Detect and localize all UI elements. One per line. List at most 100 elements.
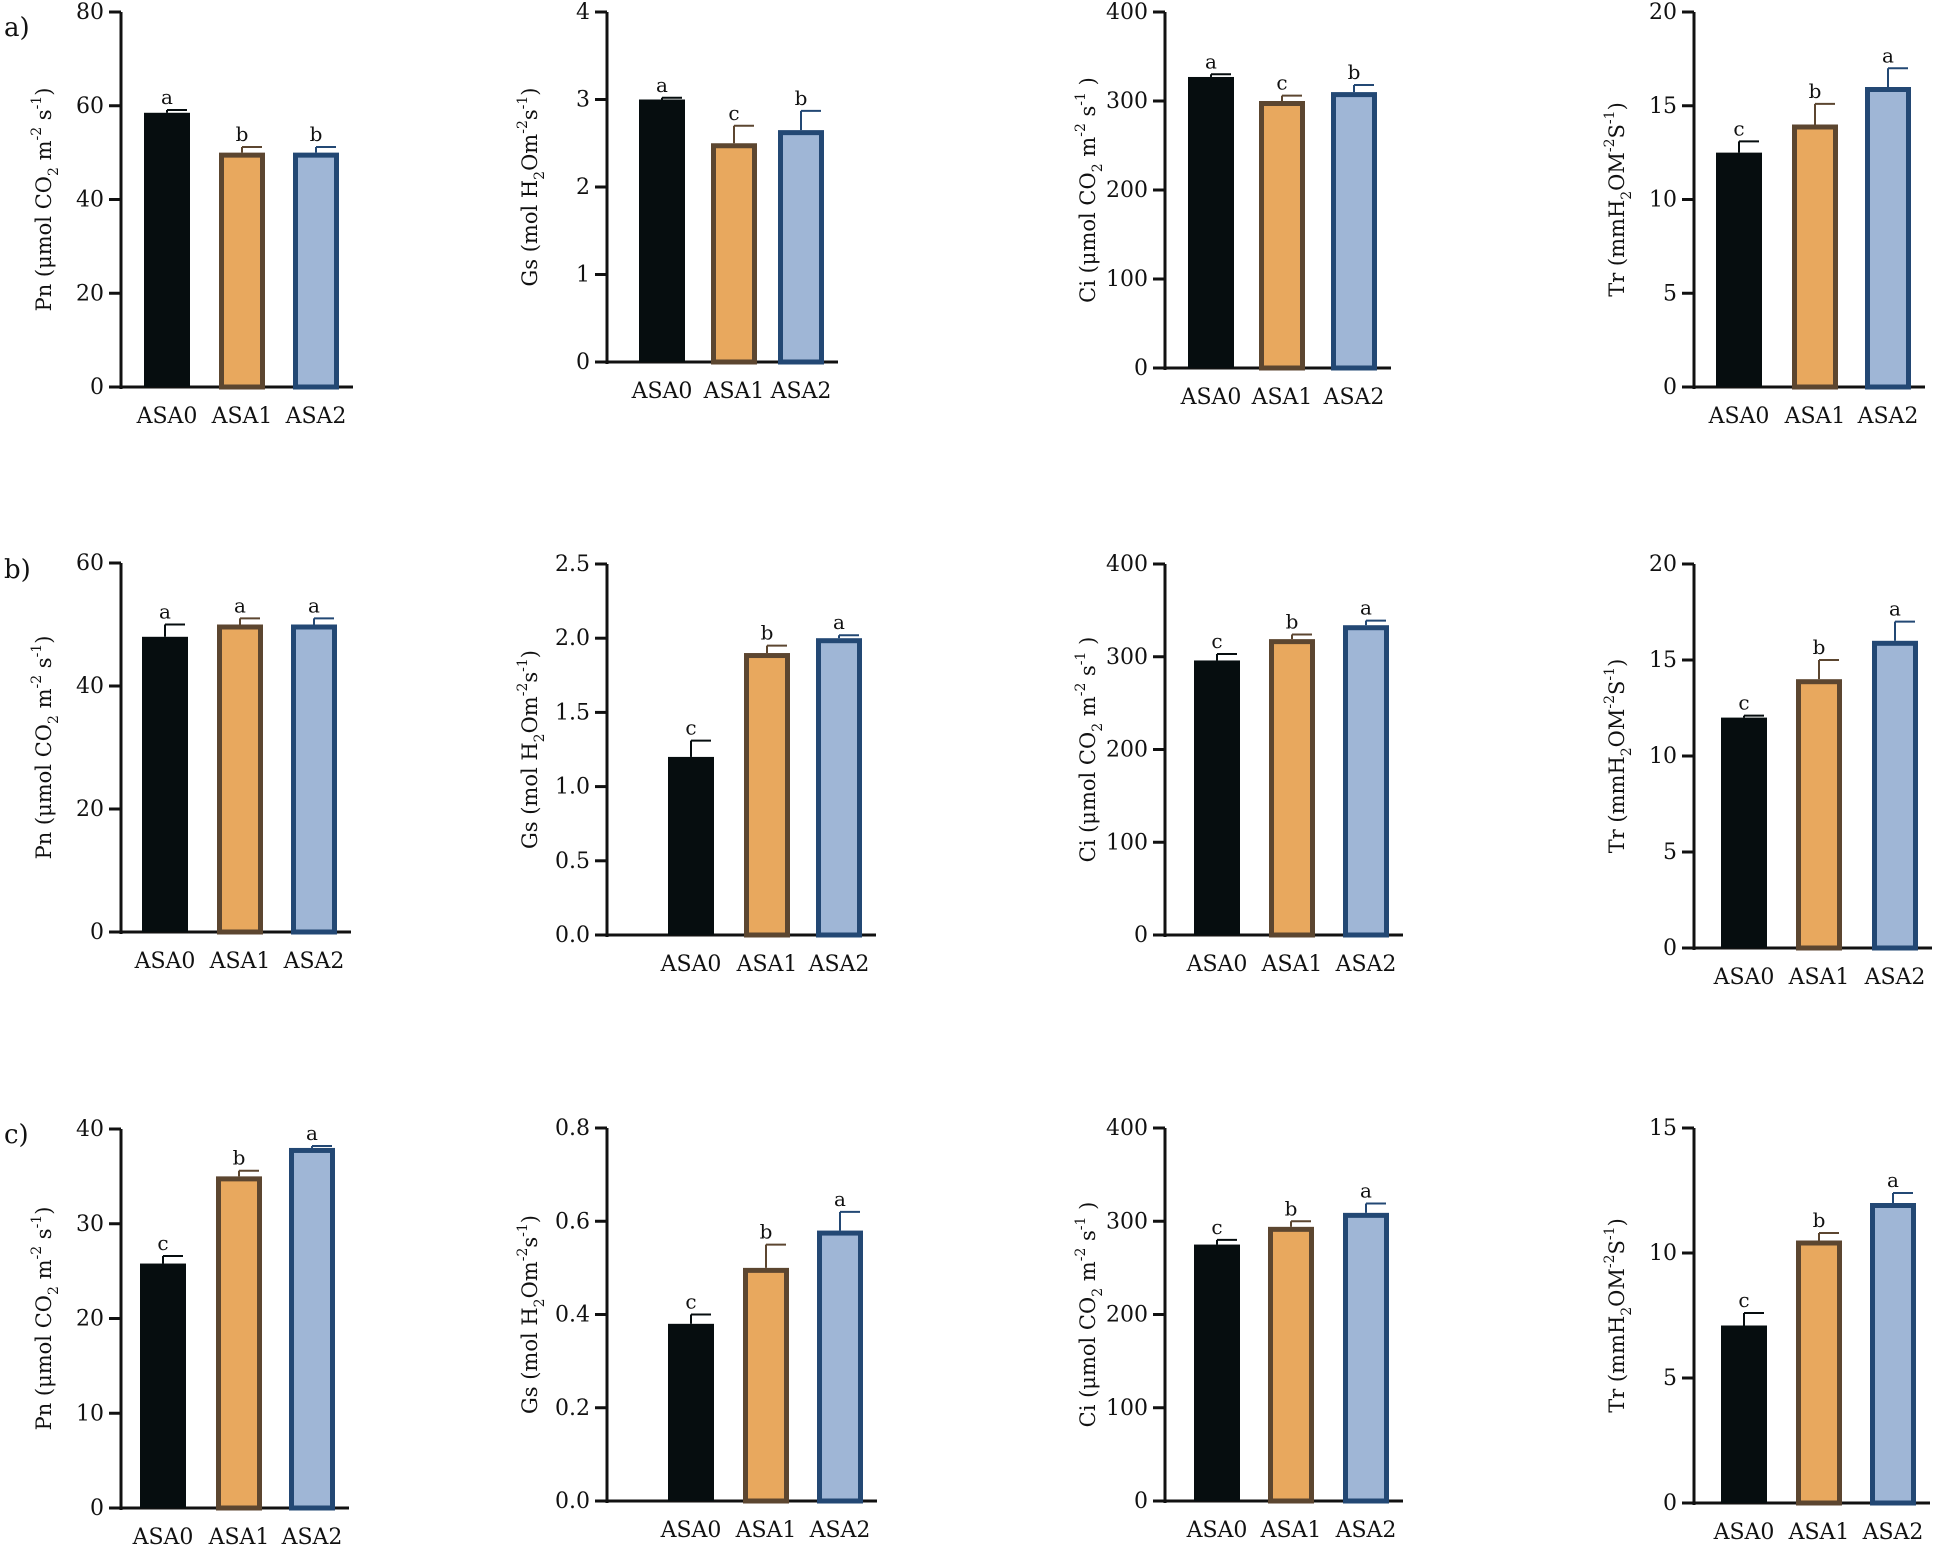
y-axis-title-mid2: S bbox=[1605, 681, 1629, 695]
y-axis-title-mid1: Om bbox=[518, 134, 542, 171]
significance-letter: a bbox=[1360, 596, 1372, 620]
y-tick-label: 3 bbox=[576, 88, 590, 113]
bar-ASA2 bbox=[293, 152, 339, 390]
y-axis-title: Pn (μmol CO2 m-2 s-1) bbox=[29, 1207, 62, 1431]
chart-c-pn: 0 10 20 30 40 c ASA0 b ASA1 a ASA2 Pn (μmol CO2 m-2… bbox=[29, 1117, 349, 1550]
y-tick-label: 5 bbox=[1663, 840, 1677, 865]
bar-ASA1 bbox=[219, 152, 265, 390]
significance-letter: b bbox=[1813, 635, 1826, 659]
y-axis-title-sup1: -2 bbox=[1073, 123, 1089, 137]
y-axis-title-mid1: Om bbox=[518, 696, 542, 733]
significance-letter: b bbox=[1348, 60, 1361, 84]
y-axis-title-mid1: m bbox=[1076, 137, 1100, 164]
category-label: ASA0 bbox=[660, 1518, 722, 1543]
y-tick-label: 60 bbox=[76, 551, 104, 576]
y-axis-title-sup2: -1 bbox=[1602, 1226, 1618, 1240]
y-axis-title-sup1: -2 bbox=[515, 683, 531, 697]
y-tick-label: 0.6 bbox=[555, 1209, 590, 1234]
y-axis-title: Ci (μmol CO2 m-2 s-1 ) bbox=[1073, 1202, 1106, 1428]
y-tick-label: 2 bbox=[576, 175, 590, 200]
bar-ASA0 bbox=[1721, 1325, 1767, 1503]
y-axis-title-sub: 2 bbox=[532, 171, 548, 180]
category-label: ASA0 bbox=[132, 1525, 194, 1550]
row-label-a: a) bbox=[4, 13, 30, 43]
y-axis-title-sup1: -2 bbox=[1073, 683, 1089, 697]
significance-letter: b bbox=[761, 621, 774, 645]
y-tick-label: 30 bbox=[76, 1212, 104, 1237]
y-axis-title-sup1: -2 bbox=[1602, 1254, 1618, 1268]
y-tick-label: 0 bbox=[1663, 936, 1677, 961]
significance-letter: c bbox=[1738, 1288, 1749, 1312]
y-tick-label: 20 bbox=[76, 797, 104, 822]
bar-ASA0 bbox=[1721, 717, 1767, 948]
y-tick-label: 10 bbox=[1649, 188, 1677, 213]
y-tick-label: 0 bbox=[1663, 1491, 1677, 1516]
y-tick-label: 0 bbox=[90, 375, 104, 400]
y-tick-label: 0.2 bbox=[555, 1396, 590, 1421]
y-tick-label: 300 bbox=[1106, 1209, 1148, 1234]
y-axis-title-post: ) bbox=[518, 87, 542, 95]
y-tick-label: 0 bbox=[1134, 356, 1148, 381]
y-axis-title-sub: 2 bbox=[1090, 163, 1106, 172]
y-axis-title-sub: 2 bbox=[532, 1298, 548, 1307]
bar-ASA1 bbox=[1792, 124, 1838, 390]
y-axis-title: Tr (mmH2OM-2S-1) bbox=[1602, 102, 1635, 297]
y-axis-title-pre: Tr (mmH bbox=[1605, 756, 1629, 853]
category-label: ASA0 bbox=[1708, 404, 1770, 429]
bar-ASA2 bbox=[778, 130, 824, 365]
y-tick-label: 100 bbox=[1106, 830, 1148, 855]
chart-a-pn: 0 20 40 60 80 a ASA0 b ASA1 b ASA2 Pn (μmol CO2 m-2… bbox=[29, 0, 353, 429]
category-label: ASA1 bbox=[736, 952, 798, 977]
bar-ASA2 bbox=[1872, 640, 1918, 951]
significance-letter: a bbox=[161, 85, 173, 109]
bar-ASA0 bbox=[668, 756, 714, 935]
bar-ASA1 bbox=[743, 1267, 789, 1504]
category-label: ASA2 bbox=[283, 949, 345, 974]
y-axis-title-mid2: s bbox=[518, 109, 542, 120]
y-tick-label: 2.0 bbox=[555, 626, 590, 651]
y-tick-label: 5 bbox=[1663, 281, 1677, 306]
bar-ASA0 bbox=[142, 636, 188, 932]
y-axis-title-sup1: -2 bbox=[515, 120, 531, 134]
significance-letter: c bbox=[1211, 629, 1222, 653]
y-tick-label: 0.0 bbox=[555, 1489, 590, 1514]
y-axis-title-post: ) bbox=[1605, 102, 1629, 110]
y-axis-title-sup2: -1 bbox=[1073, 1217, 1089, 1231]
significance-letter: c bbox=[728, 101, 739, 125]
y-axis-title: Gs (mol H2Om-2s-1) bbox=[515, 1215, 548, 1414]
y-tick-label: 15 bbox=[1649, 1116, 1677, 1141]
bar-ASA2 bbox=[1343, 1212, 1389, 1504]
category-label: ASA1 bbox=[1251, 385, 1313, 410]
bar-ASA0 bbox=[1194, 660, 1240, 935]
y-tick-label: 0.4 bbox=[555, 1303, 590, 1328]
y-tick-label: 1.0 bbox=[555, 775, 590, 800]
y-axis-title-pre: Pn (μmol CO bbox=[32, 1295, 56, 1430]
y-axis-title-mid2: s bbox=[1076, 106, 1100, 123]
significance-letter: a bbox=[1882, 43, 1894, 67]
y-axis-title-sub: 2 bbox=[1619, 1307, 1635, 1316]
chart-b-pn: 0 20 40 60 a ASA0 a ASA1 a ASA2 Pn (μmol CO2 m-2 s… bbox=[29, 551, 351, 974]
bar-ASA2 bbox=[816, 638, 862, 938]
y-axis-title-post: ) bbox=[32, 88, 56, 96]
category-label: ASA1 bbox=[735, 1518, 797, 1543]
y-axis-title-sub: 2 bbox=[46, 715, 62, 724]
significance-letter: c bbox=[685, 1290, 696, 1314]
y-tick-label: 10 bbox=[1649, 744, 1677, 769]
y-tick-label: 100 bbox=[1106, 1396, 1148, 1421]
y-tick-label: 400 bbox=[1106, 0, 1148, 25]
y-axis-title: Ci (μmol CO2 m-2 s-1 ) bbox=[1073, 77, 1106, 303]
y-axis-title-mid1: OM bbox=[1605, 152, 1629, 191]
category-label: ASA1 bbox=[703, 379, 765, 404]
significance-letter: a bbox=[234, 593, 246, 617]
category-label: ASA1 bbox=[1788, 965, 1850, 990]
y-axis-title: Gs (mol H2Om-2s-1) bbox=[515, 87, 548, 286]
y-axis-title-sup2: -1 bbox=[29, 644, 45, 658]
chart-c-gs: 0.0 0.2 0.4 0.6 0.8 c ASA0 b ASA1 a ASA2 Gs (mol H2… bbox=[515, 1116, 877, 1543]
significance-letter: b bbox=[236, 122, 249, 146]
bar-ASA1 bbox=[1796, 679, 1842, 951]
significance-letter: b bbox=[310, 122, 323, 146]
chart-a-ci: 0 100 200 300 400 a ASA0 c ASA1 b ASA2 Ci (μmol CO2… bbox=[1073, 0, 1391, 410]
significance-letter: b bbox=[795, 86, 808, 110]
significance-letter: b bbox=[233, 1146, 246, 1170]
